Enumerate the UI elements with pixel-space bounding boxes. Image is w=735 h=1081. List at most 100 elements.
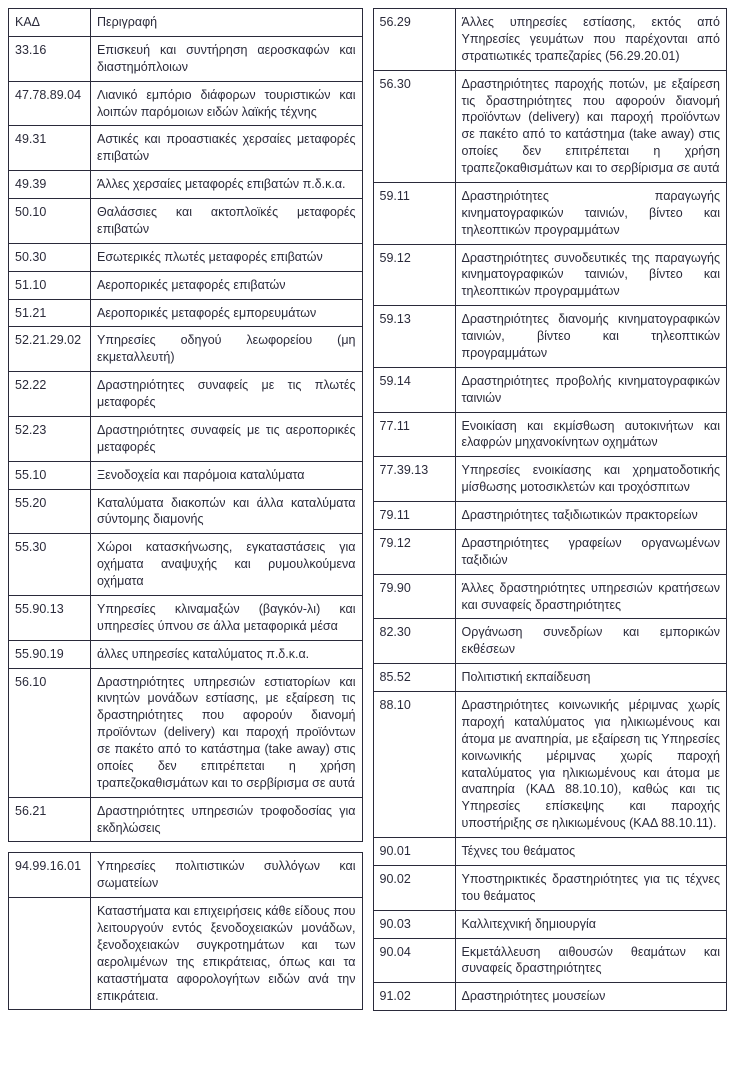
right-table: 56.29Άλλες υπηρεσίες εστίασης, εκτός από… <box>373 8 728 1011</box>
code-cell: 55.90.19 <box>9 640 91 668</box>
table-row: 85.52Πολιτιστική εκπαίδευση <box>373 664 727 692</box>
code-cell: 55.30 <box>9 534 91 596</box>
table-row: 56.10Δραστηριότητες υπηρεσιών εστιατορίω… <box>9 668 363 797</box>
desc-cell: Τέχνες του θεάματος <box>455 838 727 866</box>
table-row: 59.14Δραστηριότητες προβολής κινηματογρα… <box>373 367 727 412</box>
table-row: 50.10Θαλάσσιες και ακτοπλοϊκές μεταφορές… <box>9 199 363 244</box>
code-cell: 50.30 <box>9 243 91 271</box>
desc-cell: Άλλες χερσαίες μεταφορές επιβατών π.δ.κ.… <box>91 171 363 199</box>
code-cell: 79.11 <box>373 502 455 530</box>
desc-cell: Πολιτιστική εκπαίδευση <box>455 664 727 692</box>
table-row: 51.21Αεροπορικές μεταφορές εμπορευμάτων <box>9 299 363 327</box>
table-row: 49.31Αστικές και προαστιακές χερσαίες με… <box>9 126 363 171</box>
desc-cell: Καταλύματα διακοπών και άλλα καταλύματα … <box>91 489 363 534</box>
table-row: 51.10Αεροπορικές μεταφορές επιβατών <box>9 271 363 299</box>
desc-cell: Υπηρεσίες κλιναμαξών (βαγκόν-λι) και υπη… <box>91 595 363 640</box>
two-column-layout: ΚΑΔ Περιγραφή 33.16Επισκευή και συντήρησ… <box>8 8 727 1011</box>
table-row: 77.39.13Υπηρεσίες ενοικίασης και χρηματο… <box>373 457 727 502</box>
table-row: 79.12Δραστηριότητες γραφείων οργανωμένων… <box>373 529 727 574</box>
code-cell: 56.10 <box>9 668 91 797</box>
desc-cell: Υπηρεσίες οδηγού λεωφορείου (μη εκμεταλλ… <box>91 327 363 372</box>
code-cell: 59.14 <box>373 367 455 412</box>
code-cell: 88.10 <box>373 692 455 838</box>
code-cell: 90.01 <box>373 838 455 866</box>
table-row: 56.30Δραστηριότητες παροχής ποτών, με εξ… <box>373 70 727 182</box>
code-cell: 52.22 <box>9 372 91 417</box>
desc-cell: Δραστηριότητες συνοδευτικές της παραγωγή… <box>455 244 727 306</box>
code-cell: 52.21.29.02 <box>9 327 91 372</box>
desc-cell: Δραστηριότητες γραφείων οργανωμένων ταξι… <box>455 529 727 574</box>
code-cell: 59.12 <box>373 244 455 306</box>
table-row: 88.10Δραστηριότητες κοινωνικής μέριμνας … <box>373 692 727 838</box>
code-cell: 47.78.89.04 <box>9 81 91 126</box>
desc-cell: Δραστηριότητες υπηρεσιών τροφοδοσίας για… <box>91 797 363 842</box>
desc-cell: Δραστηριότητες προβολής κινηματογραφικών… <box>455 367 727 412</box>
desc-cell: Δραστηριότητες παραγωγής κινηματογραφικώ… <box>455 182 727 244</box>
code-cell: 82.30 <box>373 619 455 664</box>
desc-cell: Οργάνωση συνεδρίων και εμπορικών εκθέσεω… <box>455 619 727 664</box>
code-cell: 55.20 <box>9 489 91 534</box>
code-cell: 55.10 <box>9 461 91 489</box>
table-row: 90.02Υποστηρικτικές δραστηριότητες για τ… <box>373 865 727 910</box>
table-row: 77.11Ενοικίαση και εκμίσθωση αυτοκινήτων… <box>373 412 727 457</box>
desc-cell: Αστικές και προαστιακές χερσαίες μεταφορ… <box>91 126 363 171</box>
desc-cell: Εσωτερικές πλωτές μεταφορές επιβατών <box>91 243 363 271</box>
table-row: 33.16Επισκευή και συντήρηση αεροσκαφών κ… <box>9 36 363 81</box>
desc-cell: Άλλες υπηρεσίες εστίασης, εκτός από Υπηρ… <box>455 9 727 71</box>
table-row: 47.78.89.04Λιανικό εμπόριο διάφορων τουρ… <box>9 81 363 126</box>
desc-cell: Εκμετάλλευση αιθουσών θεαμάτων και συναφ… <box>455 938 727 983</box>
desc-cell: Υπηρεσίες ενοικίασης και χρηματοδοτικής … <box>455 457 727 502</box>
table-row: 59.13Δραστηριότητες διανομής κινηματογρα… <box>373 306 727 368</box>
desc-cell: Αεροπορικές μεταφορές εμπορευμάτων <box>91 299 363 327</box>
table-row: 90.01Τέχνες του θεάματος <box>373 838 727 866</box>
left-table-1: ΚΑΔ Περιγραφή 33.16Επισκευή και συντήρησ… <box>8 8 363 842</box>
table-row: 91.02Δραστηριότητες μουσείων <box>373 983 727 1011</box>
code-cell: 77.39.13 <box>373 457 455 502</box>
table-row: 55.90.19άλλες υπηρεσίες καταλύματος π.δ.… <box>9 640 363 668</box>
table-row: 90.04Εκμετάλλευση αιθουσών θεαμάτων και … <box>373 938 727 983</box>
code-cell: 79.90 <box>373 574 455 619</box>
code-cell: 49.39 <box>9 171 91 199</box>
table-row: 55.90.13Υπηρεσίες κλιναμαξών (βαγκόν-λι)… <box>9 595 363 640</box>
code-cell: 33.16 <box>9 36 91 81</box>
code-cell: 91.02 <box>373 983 455 1011</box>
table-row: 59.12Δραστηριότητες συνοδευτικές της παρ… <box>373 244 727 306</box>
desc-cell: Υπηρεσίες πολιτιστικών συλλόγων και σωμα… <box>91 853 363 898</box>
table-row: 49.39Άλλες χερσαίες μεταφορές επιβατών π… <box>9 171 363 199</box>
table-row: Καταστήματα και επιχειρήσεις κάθε είδους… <box>9 898 363 1010</box>
table-row: 52.21.29.02Υπηρεσίες οδηγού λεωφορείου (… <box>9 327 363 372</box>
code-cell: 90.02 <box>373 865 455 910</box>
table-row: 55.10Ξενοδοχεία και παρόμοια καταλύματα <box>9 461 363 489</box>
desc-cell: Δραστηριότητες ταξιδιωτικών πρακτορείων <box>455 502 727 530</box>
code-cell: 50.10 <box>9 199 91 244</box>
code-cell: 90.04 <box>373 938 455 983</box>
code-cell: 51.21 <box>9 299 91 327</box>
code-cell: 94.99.16.01 <box>9 853 91 898</box>
header-desc: Περιγραφή <box>91 9 363 37</box>
desc-cell: Χώροι κατασκήνωσης, εγκαταστάσεις για οχ… <box>91 534 363 596</box>
desc-cell: Δραστηριότητες παροχής ποτών, με εξαίρεσ… <box>455 70 727 182</box>
table-row: 56.29Άλλες υπηρεσίες εστίασης, εκτός από… <box>373 9 727 71</box>
table-row: 79.90Άλλες δραστηριότητες υπηρεσιών κρατ… <box>373 574 727 619</box>
table-row: 94.99.16.01Υπηρεσίες πολιτιστικών συλλόγ… <box>9 853 363 898</box>
table-row: 55.20Καταλύματα διακοπών και άλλα καταλύ… <box>9 489 363 534</box>
table-row: 52.22Δραστηριότητες συναφείς με τις πλωτ… <box>9 372 363 417</box>
desc-cell: Ξενοδοχεία και παρόμοια καταλύματα <box>91 461 363 489</box>
desc-cell: άλλες υπηρεσίες καταλύματος π.δ.κ.α. <box>91 640 363 668</box>
desc-cell: Δραστηριότητες συναφείς με τις πλωτές με… <box>91 372 363 417</box>
left-column: ΚΑΔ Περιγραφή 33.16Επισκευή και συντήρησ… <box>8 8 363 1011</box>
desc-cell: Λιανικό εμπόριο διάφορων τουριστικών και… <box>91 81 363 126</box>
table-header-row: ΚΑΔ Περιγραφή <box>9 9 363 37</box>
code-cell: 51.10 <box>9 271 91 299</box>
right-column: 56.29Άλλες υπηρεσίες εστίασης, εκτός από… <box>373 8 728 1011</box>
code-cell: 55.90.13 <box>9 595 91 640</box>
desc-cell: Δραστηριότητες κοινωνικής μέριμνας χωρίς… <box>455 692 727 838</box>
table-row: 56.21Δραστηριότητες υπηρεσιών τροφοδοσία… <box>9 797 363 842</box>
code-cell: 56.29 <box>373 9 455 71</box>
code-cell: 90.03 <box>373 910 455 938</box>
code-cell: 56.30 <box>373 70 455 182</box>
table-row: 55.30Χώροι κατασκήνωσης, εγκαταστάσεις γ… <box>9 534 363 596</box>
desc-cell: Καταστήματα και επιχειρήσεις κάθε είδους… <box>91 898 363 1010</box>
code-cell: 79.12 <box>373 529 455 574</box>
code-cell: 52.23 <box>9 416 91 461</box>
